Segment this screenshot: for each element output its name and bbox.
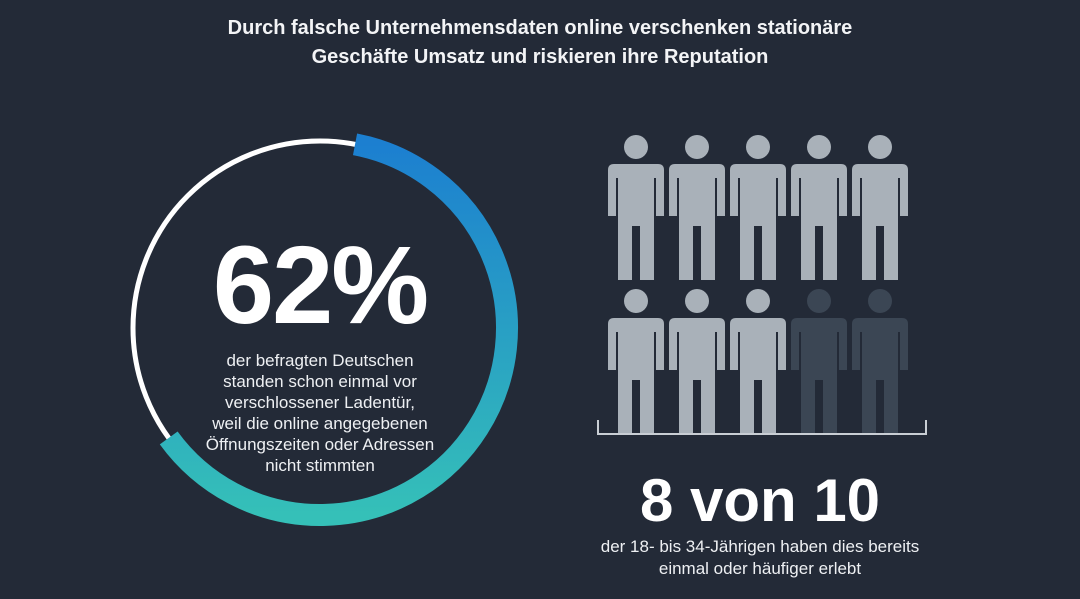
page-title: Durch falsche Unternehmensdaten online v… (0, 14, 1080, 72)
percent-description-line: verschlossener Ladentür, (225, 393, 415, 412)
percent-description: der befragten Deutschen standen schon ei… (170, 350, 470, 476)
percent-description-line: standen schon einmal vor (223, 372, 417, 391)
ring-percent-arc (159, 133, 518, 526)
person-icon (730, 289, 786, 434)
percent-description-line: Öffnungszeiten oder Adressen (205, 435, 435, 454)
person-icon (669, 289, 725, 434)
percent-description-line: weil die online angegebenen (212, 414, 428, 433)
people-bracket (597, 420, 927, 435)
person-icon (608, 135, 664, 280)
person-icon (669, 135, 725, 280)
percent-description-line: nicht stimmten (265, 456, 375, 475)
person-icon (608, 289, 664, 434)
people-description-line: einmal oder häufiger erlebt (658, 559, 862, 578)
person-icon (791, 135, 847, 280)
title-line-2: Geschäfte Umsatz und riskieren ihre Repu… (311, 46, 769, 68)
person-icon (730, 135, 786, 280)
people-headline: 8 von 10 (639, 467, 881, 534)
people-description-line: der 18- bis 34-Jährigen haben dies berei… (600, 537, 920, 556)
person-icon (852, 135, 908, 280)
title-line-1: Durch falsche Unternehmensdaten online v… (227, 17, 853, 39)
percent-value: 62% (212, 224, 429, 347)
percent-description-line: der befragten Deutschen (226, 351, 414, 370)
people-description: der 18- bis 34-Jährigen haben dies berei… (540, 536, 980, 580)
person-icon (791, 289, 847, 434)
people-icon-grid (608, 135, 908, 434)
percent-ring-chart (130, 133, 518, 526)
person-icon (852, 289, 908, 434)
